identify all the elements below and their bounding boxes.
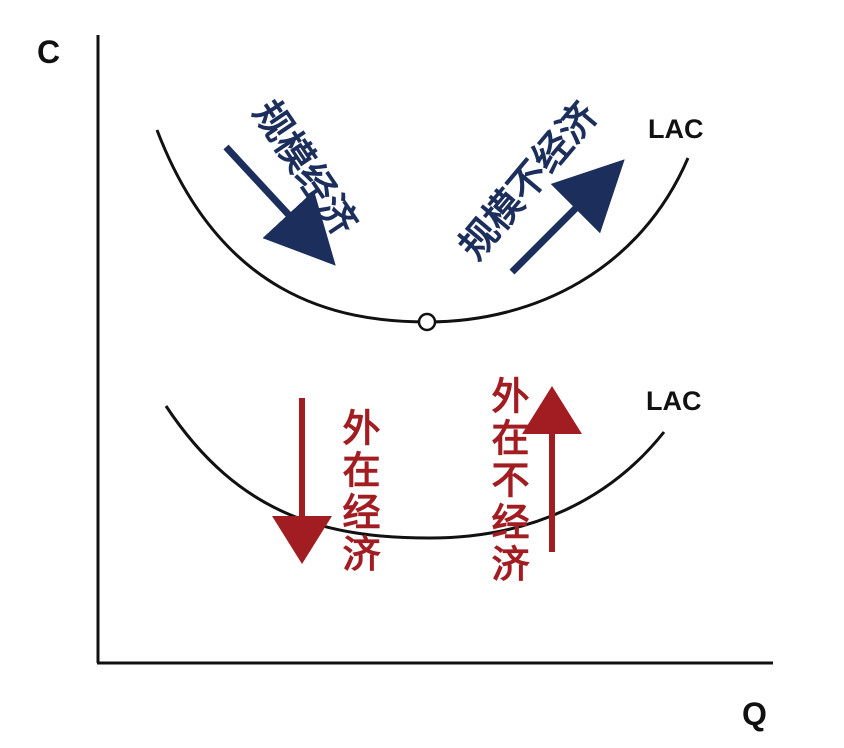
lower-lac-label: LAC — [646, 386, 702, 416]
y-axis-label: C — [37, 34, 60, 70]
minimum-point — [417, 312, 437, 332]
diseconomies-of-scale-arrow — [509, 159, 625, 275]
x-axis-label: Q — [742, 696, 767, 732]
external-economies-label: 外在经济 — [336, 408, 380, 576]
diseconomies-of-scale-label: 规模不经济 — [450, 93, 606, 268]
economies-of-scale-label: 规模经济 — [245, 92, 367, 243]
lower-lac-curve — [164, 405, 666, 540]
economies-of-scale-arrow — [223, 144, 336, 266]
upper-lac-label: LAC — [648, 114, 704, 144]
external-diseconomies-label: 外在不经济 — [485, 376, 529, 586]
